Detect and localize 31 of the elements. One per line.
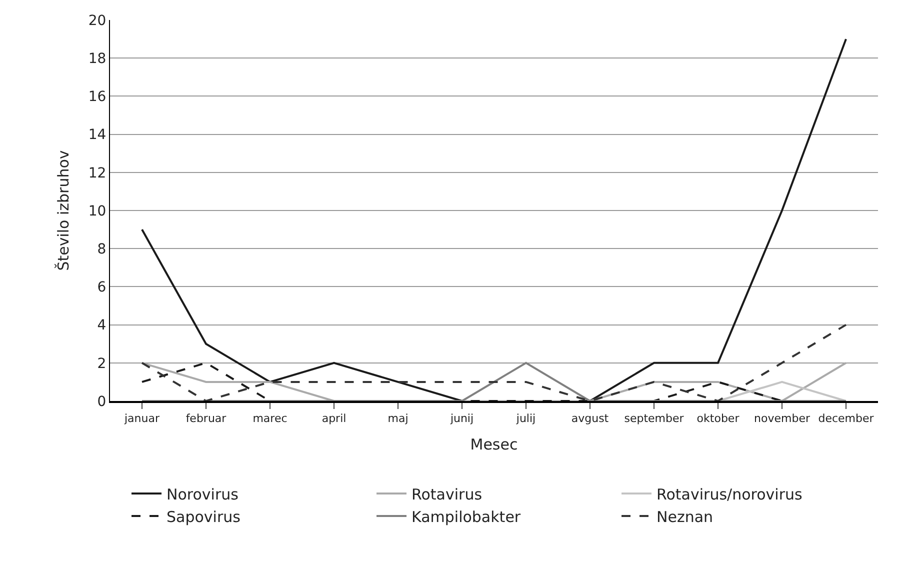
y-tick-label: 2 xyxy=(97,356,106,372)
x-tick-label: marec xyxy=(252,412,288,426)
x-tick-label: julij xyxy=(515,412,536,426)
y-tick-label: 14 xyxy=(88,127,106,144)
y-tick-label: 12 xyxy=(88,165,106,182)
y-tick-label: 16 xyxy=(88,89,106,106)
x-tick-label: december xyxy=(818,412,874,426)
x-tick-label: maj xyxy=(388,412,408,426)
y-tick-label: 18 xyxy=(88,51,106,67)
x-tick-label: junij xyxy=(449,412,474,426)
x-axis-title: Mesec xyxy=(470,436,518,454)
y-tick-label: 10 xyxy=(88,203,106,220)
y-tick-label: 20 xyxy=(88,12,106,29)
legend-label: Sapovirus xyxy=(166,508,241,526)
x-tick-label: januar xyxy=(123,412,160,426)
x-tick-label: november xyxy=(754,412,810,426)
legend-label: Rotavirus xyxy=(412,485,482,504)
y-tick-label: 6 xyxy=(97,280,106,296)
x-tick-label: april xyxy=(322,412,346,426)
legend-label: Norovirus xyxy=(166,485,239,504)
y-tick-label: 4 xyxy=(97,318,106,334)
legend-label: Rotavirus/norovirus xyxy=(656,485,803,504)
x-tick-label: februar xyxy=(186,412,227,426)
legend-label: Neznan xyxy=(656,508,714,526)
x-tick-label: avgust xyxy=(571,412,610,426)
x-tick-label: september xyxy=(624,412,684,426)
y-axis-title: Število izbruhov xyxy=(54,150,73,271)
legend-label: Kampilobakter xyxy=(412,508,522,526)
y-tick-label: 0 xyxy=(97,394,106,410)
x-tick-label: oktober xyxy=(696,412,740,426)
y-tick-label: 8 xyxy=(97,242,106,258)
